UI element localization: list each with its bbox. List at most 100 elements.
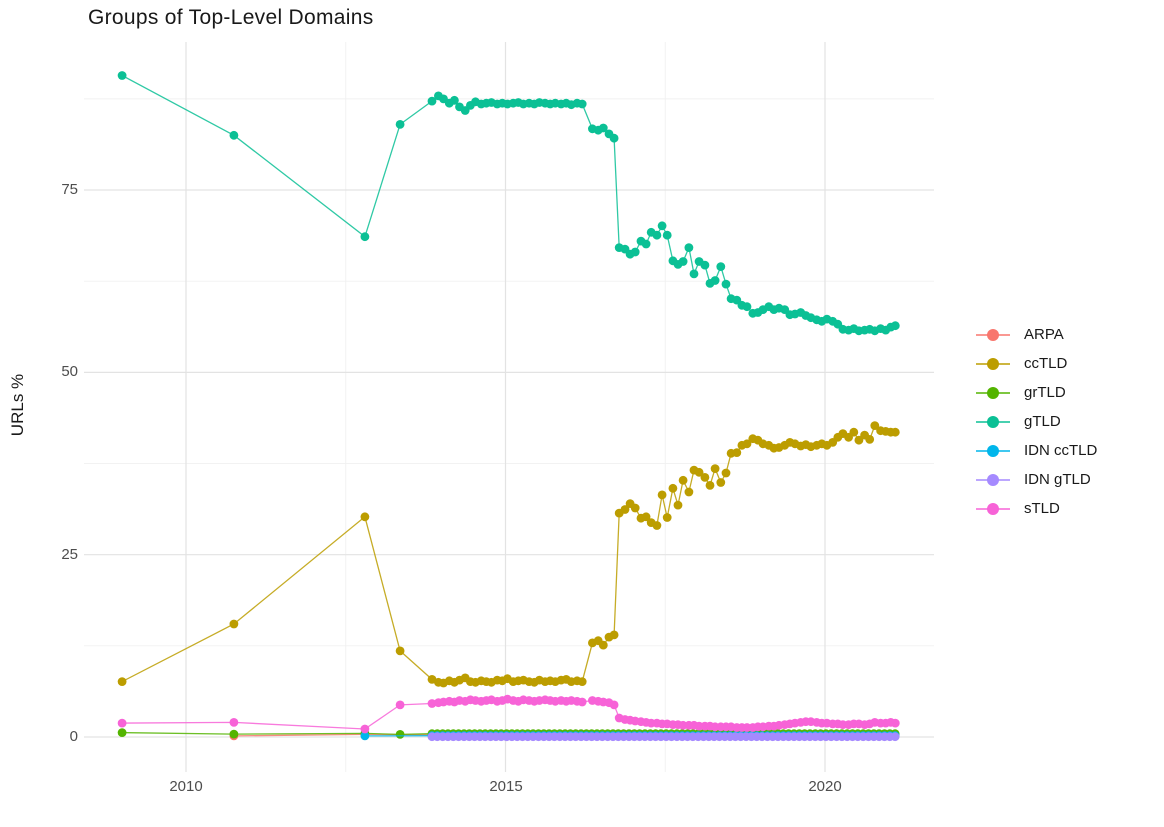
data-point: [598, 640, 608, 650]
data-point: [117, 718, 127, 728]
data-point: [117, 677, 127, 686]
data-point: [870, 421, 880, 430]
data-point: [395, 700, 405, 710]
data-point: [229, 729, 239, 739]
data-point: [662, 513, 672, 522]
data-point: [890, 321, 900, 331]
y-tick-label: 75: [61, 181, 78, 198]
legend: ARPA ccTLD grTLD gTLD IDN ccTLD IDN gTLD sTLD: [976, 320, 1097, 523]
data-point: [657, 490, 667, 500]
data-point: [890, 732, 900, 742]
legend-item-cctld: ccTLD: [976, 349, 1097, 378]
data-point: [710, 276, 720, 285]
data-point: [360, 512, 370, 522]
x-tick-label: 2020: [808, 778, 842, 795]
data-point: [694, 467, 704, 477]
data-point: [716, 478, 726, 487]
series-cctld: [117, 421, 900, 688]
legend-item-gtld: gTLD: [976, 407, 1097, 436]
data-point: [652, 230, 662, 240]
legend-label: IDN gTLD: [1024, 471, 1091, 488]
data-point: [742, 302, 752, 312]
data-point: [360, 724, 370, 734]
data-point: [117, 71, 127, 80]
legend-key-icon: [976, 328, 1010, 342]
y-tick-label: 50: [61, 363, 78, 380]
data-point: [652, 521, 662, 530]
legend-label: ARPA: [1024, 326, 1064, 343]
data-point: [700, 260, 710, 270]
y-axis-title: URLs %: [8, 373, 27, 437]
legend-key-icon: [976, 386, 1010, 400]
y-tick-label: 0: [69, 728, 78, 745]
legend-label: gTLD: [1024, 413, 1061, 430]
legend-label: grTLD: [1024, 384, 1066, 401]
legend-item-grtld: grTLD: [976, 378, 1097, 407]
data-point: [117, 728, 127, 737]
data-point: [721, 279, 731, 289]
data-point: [395, 646, 405, 656]
data-point: [609, 133, 619, 143]
legend-label: ccTLD: [1024, 355, 1068, 372]
legend-label: IDN ccTLD: [1024, 442, 1098, 459]
data-point: [641, 239, 651, 249]
data-point: [395, 730, 405, 739]
data-point: [360, 731, 370, 741]
data-point: [427, 699, 437, 708]
data-point: [427, 96, 437, 106]
data-point: [678, 475, 688, 485]
data-point: [700, 473, 710, 482]
data-point: [668, 483, 678, 493]
data-point: [865, 435, 875, 444]
series-stld: [117, 694, 900, 734]
data-point: [684, 487, 694, 497]
data-point: [657, 221, 667, 231]
data-point: [705, 481, 715, 490]
series-line: [121, 74, 896, 332]
series-idn-gtld: [427, 732, 900, 742]
data-point: [673, 500, 683, 510]
data-point: [710, 464, 720, 473]
data-point: [641, 512, 651, 522]
y-tick-label: 25: [61, 546, 78, 563]
data-point: [609, 630, 619, 640]
data-point: [662, 230, 672, 240]
legend-item-idn-cctld: IDN ccTLD: [976, 436, 1097, 465]
data-point: [229, 619, 239, 629]
x-tick-label: 2010: [169, 778, 203, 795]
data-point: [732, 448, 742, 457]
legend-item-arpa: ARPA: [976, 320, 1097, 349]
data-point: [577, 99, 587, 109]
data-point: [890, 718, 900, 728]
legend-key-icon: [976, 502, 1010, 516]
data-point: [721, 468, 731, 478]
data-point: [849, 427, 859, 437]
data-point: [229, 718, 239, 727]
series-gtld: [117, 71, 900, 336]
data-point: [678, 257, 688, 266]
legend-item-stld: sTLD: [976, 494, 1097, 523]
legend-key-icon: [976, 473, 1010, 487]
data-point: [689, 269, 699, 279]
data-point: [890, 427, 900, 437]
legend-key-icon: [976, 444, 1010, 458]
data-point: [630, 503, 640, 513]
data-point: [577, 677, 587, 686]
data-point: [609, 700, 619, 710]
data-point: [742, 439, 752, 449]
legend-key-icon: [976, 415, 1010, 429]
data-point: [716, 262, 726, 271]
data-point: [598, 123, 608, 133]
data-point: [360, 232, 370, 242]
data-point: [684, 243, 694, 253]
chart-title: Groups of Top-Level Domains: [88, 6, 374, 29]
data-point: [395, 120, 405, 129]
data-point: [577, 697, 587, 707]
legend-label: sTLD: [1024, 500, 1060, 517]
data-point: [450, 95, 459, 105]
data-point: [229, 130, 239, 140]
x-tick-label: 2015: [489, 778, 523, 795]
data-point: [854, 435, 864, 445]
